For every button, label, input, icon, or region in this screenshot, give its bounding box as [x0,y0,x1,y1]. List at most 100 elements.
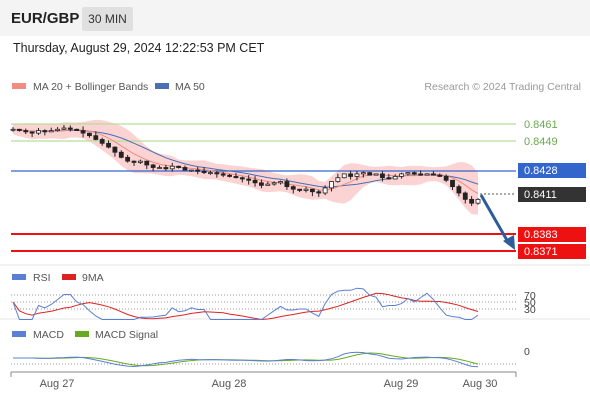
x-label-aug30: Aug 30 [463,378,498,390]
candle-body [380,173,385,179]
candle-body [450,179,455,188]
candle-body [112,146,118,153]
ma9-legend-swatch [62,274,76,280]
candle-body [354,173,360,177]
candle-body [373,173,379,176]
support-label-bg-2 [518,244,586,259]
macd-zero-label: 0 [524,346,530,358]
level-label-2: 0.8428 [524,165,558,177]
current-price-bg [518,187,586,202]
candle-body [284,181,290,188]
candle-body [322,187,328,194]
candle-body [239,177,245,180]
candle-body [157,167,162,169]
rsi-70-label: 70 [524,290,536,302]
candle-body [405,172,411,175]
candle-body [456,186,462,194]
rsi-30-label: 30 [524,304,536,316]
rsi-line [12,287,479,320]
rsi-50-label: 50 [524,297,536,309]
candle-body [55,128,60,131]
timeframe-button[interactable]: 30 MIN [82,7,133,31]
candle-body [411,172,417,175]
candle-body [131,160,137,163]
macd-legend-label: MACD [33,329,64,341]
symbol-label: EUR/GBP [11,10,80,27]
candle-body [118,151,124,158]
candle-body [106,142,111,148]
candle-body [42,130,48,133]
candle-body [29,131,35,134]
candle-body [87,132,92,137]
forecast-arrowhead [503,235,515,250]
x-label-aug29: Aug 29 [384,378,419,390]
macd-line [13,351,479,368]
candle-body [182,167,188,171]
candle-body [74,128,80,131]
candle-body [443,176,449,181]
candle-body [80,130,86,134]
macd-legend-swatch [12,331,26,337]
candle-body [316,191,322,194]
candle-body [341,173,347,179]
candle-body [163,167,169,170]
candle-body [10,128,16,131]
x-label-aug27: Aug 27 [40,378,75,390]
candle-body [195,169,201,172]
candle-body [290,186,296,190]
candle-body [386,177,392,180]
candle-body [23,130,29,133]
rsi-legend-label: RSI [33,272,51,284]
candle-body [329,181,334,189]
candle-body [303,188,309,191]
ma50-legend-label: MA 50 [175,81,205,93]
macd-signal-legend-label: MACD Signal [95,329,158,341]
candle-body [246,178,252,181]
ma20-legend-label: MA 20 + Bollinger Bands [33,81,148,93]
bollinger-band [13,119,478,215]
ma9-legend-label: 9MA [82,272,104,284]
candle-body [16,128,22,131]
candle-body [392,176,398,180]
candle-body [61,127,67,130]
level-label-5: 0.8371 [524,246,558,258]
level-label-4: 0.8383 [524,229,558,241]
candle-body [462,192,468,200]
candle-body [437,174,443,177]
candlesticks [10,125,481,207]
candle-body [252,179,258,184]
level-label-3: 0.8411 [524,189,557,201]
candle-body [93,135,99,140]
forecast-arrow [479,194,510,243]
candle-body [335,177,341,182]
candle-body [67,127,73,130]
candle-body [144,160,150,166]
candle-body [169,165,175,170]
candle-body [208,172,213,175]
candle-body [278,181,283,184]
candle-body [431,173,436,176]
candle-body [48,130,54,133]
candle-body [360,172,366,175]
ma20-legend-swatch [12,83,26,89]
candle-body [297,188,303,191]
ma50-legend-swatch [155,83,169,89]
candle-body [309,188,315,193]
timestamp: Thursday, August 29, 2024 12:22:53 PM CE… [13,41,265,55]
x-label-aug28: Aug 28 [212,378,247,390]
rsi-legend-swatch [12,274,26,280]
support-label-bg-1 [518,227,586,242]
copyright-label: Research © 2024 Trading Central [424,81,581,93]
candle-body [399,173,404,177]
candle-body [475,198,481,204]
candle-body [137,160,143,163]
candle-body [265,183,271,186]
rsi-ma9-line [12,292,479,321]
candle-body [469,198,475,204]
candle-body [36,130,41,134]
candle-body [150,164,156,168]
candle-body [220,173,226,176]
candle-body [188,169,194,172]
candle-body [227,174,232,177]
